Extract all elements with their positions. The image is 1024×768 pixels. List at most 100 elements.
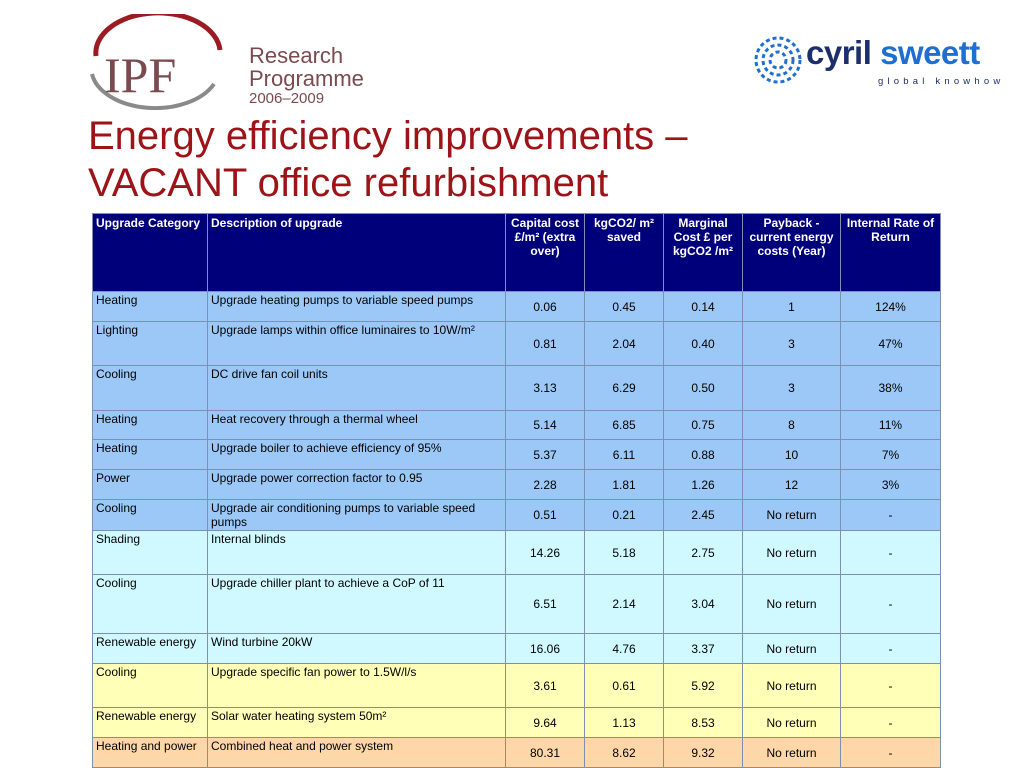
cell-co2-saved: 2.04 [584,321,664,366]
cell-description: Wind turbine 20kW [207,633,506,664]
cell-capital-cost: 5.37 [505,439,585,470]
cyril-sweett-logo: cyril sweett global knowhow [752,34,1002,90]
table-row: Cooling Upgrade chiller plant to achieve … [92,574,941,634]
research-programme-label: Research Programme 2006–2009 [249,44,364,108]
cell-marginal-cost: 1.26 [663,469,743,500]
cell-irr: 124% [840,291,941,322]
cell-co2-saved: 1.13 [584,707,664,738]
header-irr: Internal Rate of Return [840,213,941,292]
table-row: Heating Heat recovery through a thermal w… [92,410,941,440]
table-row: Cooling Upgrade specific fan power to 1.5… [92,663,941,708]
cell-co2-saved: 0.61 [584,663,664,708]
cyril-sweett-globe-icon [754,36,802,84]
cell-payback: 1 [742,291,841,322]
cell-co2-saved: 4.76 [584,633,664,664]
header-co2-saved: kgCO2/ m² saved [584,213,664,292]
cell-payback: No return [742,530,841,575]
cell-payback: 12 [742,469,841,500]
programme-label: Programme [249,66,364,91]
table-row: Cooling Upgrade air conditioning pumps to… [92,499,941,531]
cell-irr: - [840,633,941,664]
cell-description: Solar water heating system 50m² [207,707,506,738]
cell-capital-cost: 0.51 [505,499,585,531]
cell-category: Cooling [92,574,208,634]
cell-description: Heat recovery through a thermal wheel [207,410,506,440]
cyril-sweett-tagline: global knowhow [878,76,1005,87]
cell-payback: No return [742,574,841,634]
cell-marginal-cost: 9.32 [663,737,743,768]
cell-category: Cooling [92,663,208,708]
cell-description: Upgrade air conditioning pumps to variab… [207,499,506,531]
table-row: Renewable energy Wind turbine 20kW 16.06 4.… [92,633,941,664]
cell-irr: - [840,530,941,575]
cell-capital-cost: 0.06 [505,291,585,322]
cell-irr: 7% [840,439,941,470]
cell-category: Cooling [92,499,208,531]
cell-description: Upgrade boiler to achieve efficiency of … [207,439,506,470]
cell-description: Upgrade heating pumps to variable speed … [207,291,506,322]
cell-marginal-cost: 0.50 [663,365,743,411]
cell-category: Lighting [92,321,208,366]
cell-payback: 8 [742,410,841,440]
cell-irr: - [840,737,941,768]
table-row: Shading Internal blinds 14.26 5.18 2.75 No re… [92,530,941,575]
cell-description: Combined heat and power system [207,737,506,768]
cell-co2-saved: 8.62 [584,737,664,768]
cell-irr: 38% [840,365,941,411]
cell-category: Heating [92,291,208,322]
cell-description: DC drive fan coil units [207,365,506,411]
cell-irr: 11% [840,410,941,440]
cell-category: Heating [92,410,208,440]
sweett-word: sweett [880,34,980,71]
title-line-1: Energy efficiency improvements – [88,114,688,158]
ipf-logo-text: IPF [104,47,176,103]
cell-payback: No return [742,663,841,708]
cell-co2-saved: 6.29 [584,365,664,411]
cell-payback: No return [742,499,841,531]
cell-payback: No return [742,633,841,664]
cell-payback: No return [742,737,841,768]
cell-co2-saved: 2.14 [584,574,664,634]
header-description: Description of upgrade [207,213,506,292]
cell-marginal-cost: 5.92 [663,663,743,708]
cell-co2-saved: 0.21 [584,499,664,531]
cell-marginal-cost: 3.37 [663,633,743,664]
cell-marginal-cost: 2.45 [663,499,743,531]
cell-co2-saved: 6.11 [584,439,664,470]
cell-capital-cost: 5.14 [505,410,585,440]
cell-payback: No return [742,707,841,738]
cell-category: Power [92,469,208,500]
cell-marginal-cost: 3.04 [663,574,743,634]
programme-years: 2006–2009 [249,90,325,107]
header-capital-cost: Capital cost £/m² (extra over) [505,213,585,292]
cell-capital-cost: 3.61 [505,663,585,708]
cell-payback: 3 [742,365,841,411]
cell-marginal-cost: 0.14 [663,291,743,322]
cell-capital-cost: 6.51 [505,574,585,634]
cell-capital-cost: 80.31 [505,737,585,768]
cell-irr: - [840,499,941,531]
cell-irr: - [840,663,941,708]
cell-description: Upgrade lamps within office luminaires t… [207,321,506,366]
research-label: Research [249,43,344,68]
title-line-2: VACANT office refurbishment [88,161,609,205]
table-header-row: Upgrade Category Description of upgrade … [92,213,941,292]
cell-description: Internal blinds [207,530,506,575]
cell-category: Renewable energy [92,633,208,664]
cell-category: Heating and power [92,737,208,768]
cyril-sweett-wordmark: cyril sweett [806,34,980,72]
cell-irr: - [840,574,941,634]
table-row: Heating and power Combined heat and power… [92,737,941,768]
cell-category: Cooling [92,365,208,411]
cell-category: Renewable energy [92,707,208,738]
cell-payback: 3 [742,321,841,366]
table-row: Lighting Upgrade lamps within office lumi… [92,321,941,366]
table-row: Renewable energy Solar water heating syst… [92,707,941,738]
header-marginal-cost: Marginal Cost £ per kgCO2 /m² [663,213,743,292]
cell-marginal-cost: 0.40 [663,321,743,366]
table-row: Power Upgrade power correction factor to … [92,469,941,500]
table-row: Cooling DC drive fan coil units 3.13 6.29 0.… [92,365,941,411]
cell-co2-saved: 0.45 [584,291,664,322]
cell-capital-cost: 16.06 [505,633,585,664]
cell-co2-saved: 1.81 [584,469,664,500]
